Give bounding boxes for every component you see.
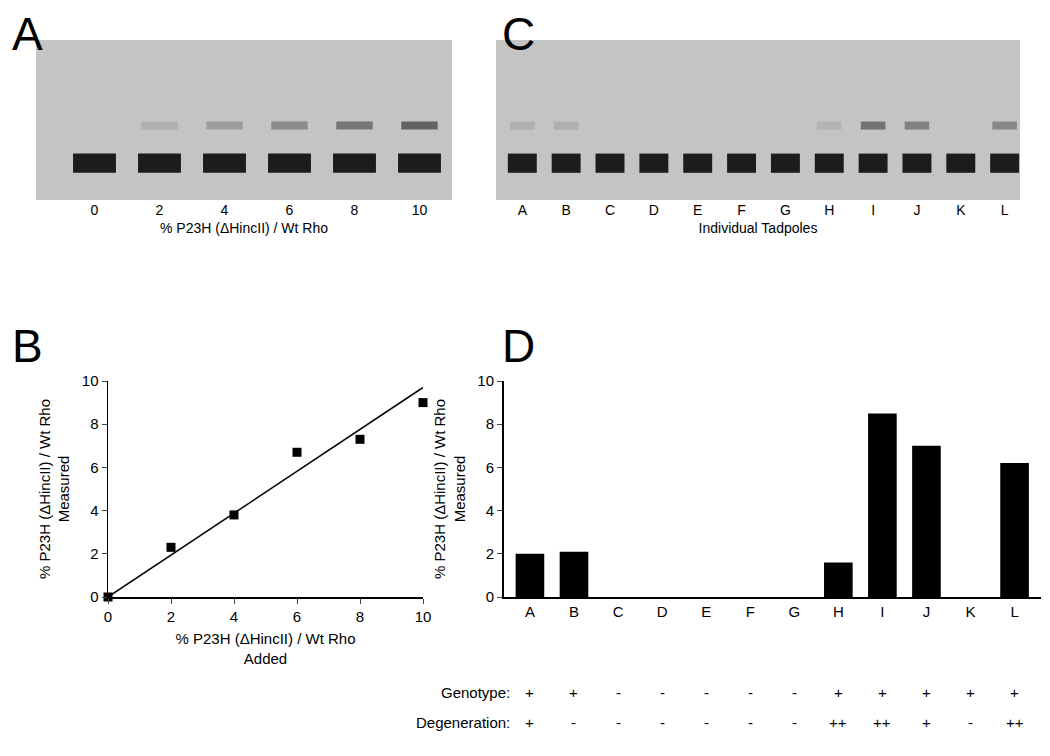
svg-text:C: C <box>502 8 535 60</box>
svg-text:-: - <box>660 714 665 731</box>
svg-text:% P23H (ΔHincII) / Wt RhoAdded: % P23H (ΔHincII) / Wt RhoAdded <box>175 630 355 667</box>
svg-text:I: I <box>871 202 875 218</box>
svg-text:-: - <box>968 714 973 731</box>
svg-text:+: + <box>834 684 843 701</box>
svg-text:10: 10 <box>477 372 494 389</box>
svg-text:% P23H (ΔHincII) / Wt Rho: % P23H (ΔHincII) / Wt Rho <box>160 220 328 236</box>
svg-text:+: + <box>922 714 931 731</box>
svg-text:D: D <box>502 320 535 372</box>
svg-text:-: - <box>571 714 576 731</box>
svg-text:-: - <box>792 684 797 701</box>
svg-text:F: F <box>737 202 746 218</box>
svg-text:0: 0 <box>90 588 98 605</box>
svg-text:E: E <box>701 603 711 620</box>
svg-text:Degeneration:: Degeneration: <box>416 714 510 731</box>
svg-text:2: 2 <box>167 608 175 625</box>
svg-text:+: + <box>878 684 887 701</box>
svg-text:F: F <box>746 603 755 620</box>
svg-text:B: B <box>569 603 579 620</box>
svg-text:0: 0 <box>104 608 112 625</box>
svg-text:G: G <box>788 603 800 620</box>
svg-text:J: J <box>923 603 931 620</box>
svg-text:10: 10 <box>82 372 99 389</box>
svg-text:Individual Tadpoles: Individual Tadpoles <box>699 220 818 236</box>
svg-text:-: - <box>748 714 753 731</box>
svg-text:H: H <box>824 202 834 218</box>
svg-text:-: - <box>792 714 797 731</box>
svg-text:10: 10 <box>412 202 428 218</box>
svg-text:8: 8 <box>356 608 364 625</box>
svg-text:% P23H (ΔHincII) / Wt RhoMeasu: % P23H (ΔHincII) / Wt RhoMeasured <box>431 399 468 579</box>
svg-text:+: + <box>525 684 534 701</box>
svg-text:G: G <box>780 202 791 218</box>
svg-text:B: B <box>561 202 570 218</box>
svg-text:8: 8 <box>351 202 359 218</box>
svg-text:4: 4 <box>221 202 229 218</box>
svg-text:J: J <box>913 202 920 218</box>
svg-text:2: 2 <box>90 545 98 562</box>
svg-text:A: A <box>525 603 535 620</box>
svg-text:0: 0 <box>91 202 99 218</box>
svg-text:B: B <box>12 320 43 372</box>
svg-text:D: D <box>649 202 659 218</box>
svg-text:C: C <box>605 202 615 218</box>
svg-text:-: - <box>704 714 709 731</box>
svg-text:0: 0 <box>486 588 494 605</box>
svg-text:8: 8 <box>486 415 494 432</box>
svg-text:L: L <box>1001 202 1009 218</box>
svg-text:-: - <box>704 684 709 701</box>
svg-text:I: I <box>880 603 884 620</box>
svg-text:++: ++ <box>829 714 847 731</box>
svg-text:6: 6 <box>90 459 98 476</box>
svg-text:K: K <box>956 202 966 218</box>
svg-text:-: - <box>660 684 665 701</box>
svg-text:+: + <box>525 714 534 731</box>
svg-text:A: A <box>12 8 43 60</box>
svg-text:-: - <box>748 684 753 701</box>
svg-text:8: 8 <box>90 415 98 432</box>
svg-text:% P23H (ΔHincII) / Wt RhoMeasu: % P23H (ΔHincII) / Wt RhoMeasured <box>36 399 73 579</box>
svg-text:D: D <box>657 603 668 620</box>
svg-text:A: A <box>518 202 528 218</box>
svg-text:10: 10 <box>415 608 432 625</box>
svg-text:6: 6 <box>293 608 301 625</box>
svg-text:+: + <box>922 684 931 701</box>
svg-text:-: - <box>616 714 621 731</box>
svg-text:E: E <box>693 202 702 218</box>
svg-text:2: 2 <box>486 545 494 562</box>
svg-text:+: + <box>966 684 975 701</box>
svg-text:4: 4 <box>230 608 238 625</box>
svg-text:C: C <box>613 603 624 620</box>
svg-text:2: 2 <box>156 202 164 218</box>
svg-text:+: + <box>1010 684 1019 701</box>
svg-text:+: + <box>569 684 578 701</box>
svg-text:L: L <box>1010 603 1018 620</box>
svg-text:6: 6 <box>486 459 494 476</box>
svg-text:++: ++ <box>873 714 891 731</box>
svg-text:Genotype:: Genotype: <box>441 684 510 701</box>
svg-text:K: K <box>966 603 976 620</box>
svg-text:4: 4 <box>90 502 98 519</box>
svg-text:H: H <box>833 603 844 620</box>
svg-text:6: 6 <box>286 202 294 218</box>
svg-text:-: - <box>616 684 621 701</box>
svg-text:4: 4 <box>486 502 494 519</box>
svg-text:++: ++ <box>1006 714 1024 731</box>
